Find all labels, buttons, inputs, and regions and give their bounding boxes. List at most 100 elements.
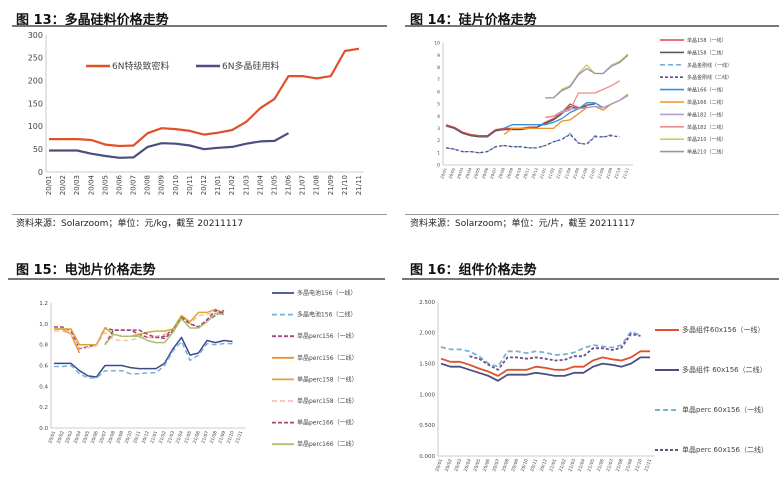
x-tick-label: 20/05 <box>472 458 482 472</box>
x-tick-label: 20/01 <box>47 430 57 444</box>
x-tick-label: 20/10 <box>124 430 134 444</box>
figure-13-title: 图 13：多晶硅料价格走势 <box>16 13 169 28</box>
x-tick-label: 20/06 <box>481 167 490 180</box>
series-line <box>445 103 595 138</box>
series-line <box>440 330 641 368</box>
series-line <box>54 308 225 346</box>
x-tick-label: 20/11 <box>186 175 194 195</box>
series-line <box>545 54 629 99</box>
x-tick-label: 21/10 <box>634 458 644 472</box>
x-tick-label: 20/10 <box>172 175 180 195</box>
y-tick-label: 0.4 <box>39 384 48 390</box>
x-tick-label: 21/03 <box>242 175 250 195</box>
y-tick-label: 9 <box>437 53 440 59</box>
x-tick-label: 20/10 <box>514 167 523 180</box>
x-tick-label: 20/03 <box>73 175 81 195</box>
legend-label: 单晶perc156（二线） <box>297 354 358 362</box>
x-tick-label: 20/02 <box>59 175 67 195</box>
x-tick-label: 20/03 <box>453 458 463 472</box>
series-line <box>545 80 621 119</box>
y-tick-label: 2.500 <box>419 300 435 306</box>
x-tick-label: 21/08 <box>615 458 625 472</box>
x-tick-label: 21/10 <box>341 175 349 195</box>
x-tick-label: 20/03 <box>64 430 74 444</box>
x-tick-label: 20/07 <box>98 430 108 444</box>
x-tick-label: 20/08 <box>107 430 117 444</box>
y-tick-label: 0 <box>38 168 43 177</box>
series-line <box>469 333 641 371</box>
legend-label: 多晶金刚线（二线） <box>687 74 732 81</box>
y-tick-label: 100 <box>28 122 43 131</box>
x-tick-label: 20/05 <box>101 175 109 195</box>
y-tick-label: 1 <box>437 150 440 156</box>
figure-14-source-rule <box>405 214 779 215</box>
y-tick-label: 3 <box>437 126 440 132</box>
legend-label: 单晶210（二线） <box>687 149 727 156</box>
x-tick-label: 20/06 <box>90 430 100 444</box>
series-line <box>104 309 225 346</box>
series-line <box>54 310 225 349</box>
series-line <box>54 336 233 378</box>
legend-label: 单晶210（一线） <box>687 136 727 143</box>
y-tick-label: 8 <box>437 65 440 71</box>
x-tick-label: 20/04 <box>464 167 473 180</box>
x-tick-label: 21/09 <box>624 458 634 472</box>
y-tick-label: 6 <box>437 89 440 95</box>
y-tick-label: 1.2 <box>39 301 48 307</box>
x-tick-label: 20/03 <box>456 167 465 180</box>
x-tick-label: 21/08 <box>596 167 605 180</box>
x-tick-label: 20/06 <box>115 174 123 195</box>
x-tick-label: 21/01 <box>149 430 159 444</box>
x-tick-label: 20/04 <box>87 174 95 195</box>
x-tick-label: 21/09 <box>217 430 227 444</box>
legend-label: 单晶perc 60x156（一线） <box>682 405 768 414</box>
figure-14-source: 资料来源：Solarzoom；单位：元/片，截至 20211117 <box>410 219 636 229</box>
x-tick-label: 20/12 <box>141 430 151 444</box>
legend-label: 多晶组件 60x156（二线） <box>682 365 767 374</box>
chart-16: 0.000 0.500 1.000 1.500 2.000 2.500 20/01 20/02… <box>419 300 768 472</box>
x-tick-label: 21/06 <box>192 430 202 444</box>
x-tick-label: 21/06 <box>580 167 589 180</box>
x-tick-label: 21/08 <box>313 175 321 195</box>
legend-label: 6N多晶硅用料 <box>222 60 279 72</box>
series-line <box>503 93 629 136</box>
y-tick-label: 0 <box>437 163 440 169</box>
x-tick-label: 21/04 <box>256 174 264 195</box>
x-tick-label: 21/05 <box>183 430 193 444</box>
legend-label: 单晶182（一线） <box>687 111 727 118</box>
x-tick-label: 20/11 <box>132 430 142 444</box>
y-tick-label: 0.8 <box>39 343 48 349</box>
series-line <box>445 103 587 137</box>
x-tick-label: 21/07 <box>200 430 210 444</box>
legend-label: 单晶perc 60x156（二线） <box>682 445 768 454</box>
x-tick-label: 20/12 <box>530 167 539 180</box>
figure-15-title: 图 15：电池片价格走势 <box>16 263 156 278</box>
legend-label: 多晶电池156（二线） <box>297 311 356 319</box>
y-tick-label: 1.0 <box>39 322 48 328</box>
y-tick-label: 150 <box>28 99 43 108</box>
x-tick-label: 20/05 <box>81 430 91 444</box>
x-tick-label: 21/02 <box>158 430 168 444</box>
legend-label: 单晶perc158（一线） <box>297 375 358 383</box>
x-tick-label: 21/11 <box>643 458 653 472</box>
x-tick-label: 20/11 <box>529 458 539 472</box>
series-line <box>545 94 629 119</box>
x-tick-label: 20/09 <box>505 167 514 180</box>
x-tick-label: 21/11 <box>621 167 630 180</box>
x-tick-label: 21/11 <box>355 175 363 195</box>
y-tick-label: 0.6 <box>39 363 48 369</box>
chart-15: 0.00.20.40.60.81.01.220/01 20/02 20/03 20/0… <box>39 289 357 448</box>
x-tick-label: 20/04 <box>463 458 473 472</box>
legend-label: 单晶perc166（一线） <box>297 419 358 427</box>
y-tick-label: 200 <box>28 76 43 85</box>
x-tick-label: 21/07 <box>588 167 597 180</box>
x-tick-label: 21/09 <box>327 175 335 195</box>
x-tick-label: 21/10 <box>226 430 236 444</box>
legend-label: 单晶166（一线） <box>687 87 727 94</box>
x-tick-label: 20/01 <box>434 458 444 472</box>
legend-label: 多晶组件60x156（一线） <box>682 325 764 334</box>
legend-label: 单晶166（二线） <box>687 99 727 106</box>
x-tick-label: 20/02 <box>56 430 66 444</box>
